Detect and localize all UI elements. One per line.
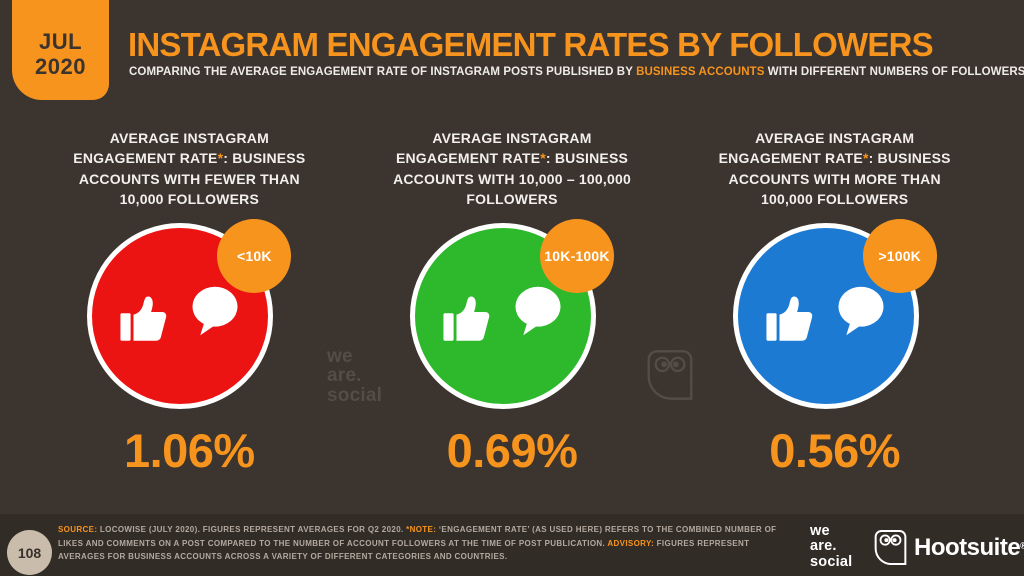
speech-bubble-icon [515, 286, 561, 336]
page-number-badge: 108 [7, 530, 52, 575]
page-title: INSTAGRAM ENGAGEMENT RATES BY FOLLOWERS [128, 26, 934, 63]
engagement-rate-value: 0.56% [769, 424, 901, 478]
date-badge-month: JUL [38, 29, 83, 55]
engagement-rate-value: 0.69% [446, 424, 578, 478]
date-badge-year: 2020 [35, 54, 86, 79]
heading-text: AVERAGE INSTAGRAM ENGAGEMENT RATE [395, 130, 592, 167]
watermark-line: are. [327, 365, 362, 387]
footnote-asterisk: * [862, 150, 869, 167]
thumbs-up-icon [120, 296, 167, 341]
hootsuite-owl-watermark-icon [646, 349, 694, 406]
stat-circle-group: 10K-100K [410, 219, 614, 411]
heading-text: AVERAGE INSTAGRAM ENGAGEMENT RATE [73, 130, 269, 167]
speech-bubble-icon [838, 286, 884, 336]
thumbs-up-icon [766, 296, 812, 341]
engagement-rate-value: 1.06% [123, 424, 255, 478]
page-subtitle: COMPARING THE AVERAGE ENGAGEMENT RATE OF… [129, 66, 1024, 78]
heading-text: : BUSINESS ACCOUNTS WITH 10,000 – 100,00… [393, 150, 631, 207]
stat-heading: AVERAGE INSTAGRAM ENGAGEMENT RATE*: BUSI… [57, 128, 321, 209]
hootsuite-logo: Hootsuite® [874, 529, 1024, 566]
watermark-line: we [327, 346, 353, 367]
speech-bubble-icon [192, 286, 238, 336]
we-are-social-logo: we are. social [810, 523, 853, 570]
footnote-asterisk: * [217, 150, 224, 167]
footer-bar [0, 514, 1024, 576]
date-badge: JUL 2020 [12, 0, 109, 100]
stat-circle-group: <10K [87, 219, 292, 411]
follower-range-badge: >100K [862, 219, 937, 294]
advisory-text: FIGURES REPRESENT AVERAGES FOR BUSINESS … [58, 538, 750, 562]
hootsuite-wordmark: Hootsuite [914, 533, 1021, 561]
stat-column-over-100k: AVERAGE INSTAGRAM ENGAGEMENT RATE*: BUSI… [673, 128, 996, 478]
watermark-line: social [327, 384, 383, 406]
logo-line: social [810, 553, 853, 570]
thumbs-up-icon [443, 296, 490, 341]
we-are-social-watermark: we are. social [327, 346, 383, 406]
advisory-label: ADVISORY: [607, 538, 655, 548]
stat-heading: AVERAGE INSTAGRAM ENGAGEMENT RATE*: BUSI… [703, 128, 967, 209]
stat-column-under-10k: AVERAGE INSTAGRAM ENGAGEMENT RATE*: BUSI… [28, 128, 351, 478]
note-text: ‘ENGAGEMENT RATE’ (AS USED HERE) REFERS … [58, 525, 777, 548]
subtitle-post: WITH DIFFERENT NUMBERS OF FOLLOWERS [764, 66, 1024, 78]
source-text: LOCOWISE (JULY 2020). FIGURES REPRESENT … [97, 525, 407, 534]
logo-line: we [810, 523, 830, 539]
logo-line: are. [810, 538, 837, 555]
follower-range-badge: 10K-100K [540, 219, 614, 294]
stat-column-10k-100k: AVERAGE INSTAGRAM ENGAGEMENT RATE*: BUSI… [351, 128, 674, 478]
stat-columns: AVERAGE INSTAGRAM ENGAGEMENT RATE*: BUSI… [28, 128, 996, 478]
heading-text: : BUSINESS ACCOUNTS WITH FEWER THAN 10,0… [78, 150, 306, 207]
heading-text: : BUSINESS ACCOUNTS WITH MORE THAN 100,0… [728, 150, 951, 207]
follower-range-badge: <10K [217, 219, 292, 294]
hootsuite-owl-icon [874, 530, 907, 565]
footnote-asterisk: * [540, 150, 546, 167]
stat-circle-group: >100K [732, 219, 937, 411]
note-label: *NOTE: [406, 525, 437, 534]
stat-heading: AVERAGE INSTAGRAM ENGAGEMENT RATE*: BUSI… [380, 128, 644, 209]
source-note: SOURCE: LOCOWISE (JULY 2020). FIGURES RE… [58, 523, 788, 564]
subtitle-accent: BUSINESS ACCOUNTS [636, 66, 765, 78]
heading-text: AVERAGE INSTAGRAM ENGAGEMENT RATE [718, 130, 915, 167]
subtitle-pre: COMPARING THE AVERAGE ENGAGEMENT RATE OF… [129, 66, 637, 78]
source-label: SOURCE: [58, 525, 98, 534]
registered-mark: ® [1020, 540, 1024, 551]
